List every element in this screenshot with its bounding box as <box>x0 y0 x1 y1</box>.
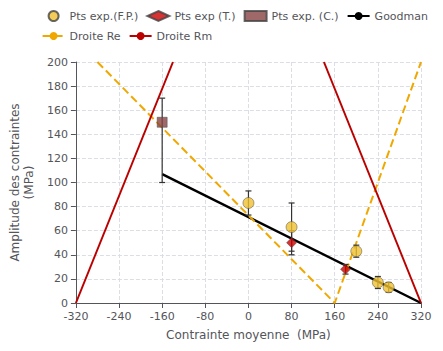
svg-text:320: 320 <box>411 310 432 323</box>
svg-text:120: 120 <box>47 152 68 165</box>
svg-text:200: 200 <box>47 56 68 69</box>
svg-text:80: 80 <box>285 310 299 323</box>
svg-text:-80: -80 <box>196 310 214 323</box>
svg-text:160: 160 <box>47 104 68 117</box>
svg-text:0: 0 <box>245 310 252 323</box>
svg-text:-320: -320 <box>63 310 88 323</box>
svg-text:-240: -240 <box>107 310 132 323</box>
svg-text:Amplitude des contraintes: Amplitude des contraintes <box>8 103 22 261</box>
svg-text:240: 240 <box>367 310 388 323</box>
svg-text:100: 100 <box>47 176 68 189</box>
svg-text:Contrainte moyenne (MPa): Contrainte moyenne (MPa) <box>166 328 331 342</box>
svg-text:-160: -160 <box>150 310 175 323</box>
svg-text:60: 60 <box>54 224 68 237</box>
svg-text:80: 80 <box>54 200 68 213</box>
svg-text:Droite Re: Droite Re <box>70 30 121 43</box>
svg-text:(MPa): (MPa) <box>22 166 36 200</box>
svg-text:160: 160 <box>324 310 345 323</box>
svg-text:180: 180 <box>47 80 68 93</box>
svg-text:0: 0 <box>61 297 68 310</box>
svg-text:Pts exp.(F.P.): Pts exp.(F.P.) <box>70 10 139 23</box>
svg-text:40: 40 <box>54 248 68 261</box>
svg-text:Droite Rm: Droite Rm <box>157 30 212 43</box>
svg-text:Pts exp (T.): Pts exp (T.) <box>174 10 235 23</box>
svg-text:20: 20 <box>54 272 68 285</box>
svg-text:Goodman: Goodman <box>375 10 428 23</box>
svg-text:Pts exp. (C.): Pts exp. (C.) <box>272 10 339 23</box>
svg-text:140: 140 <box>47 128 68 141</box>
